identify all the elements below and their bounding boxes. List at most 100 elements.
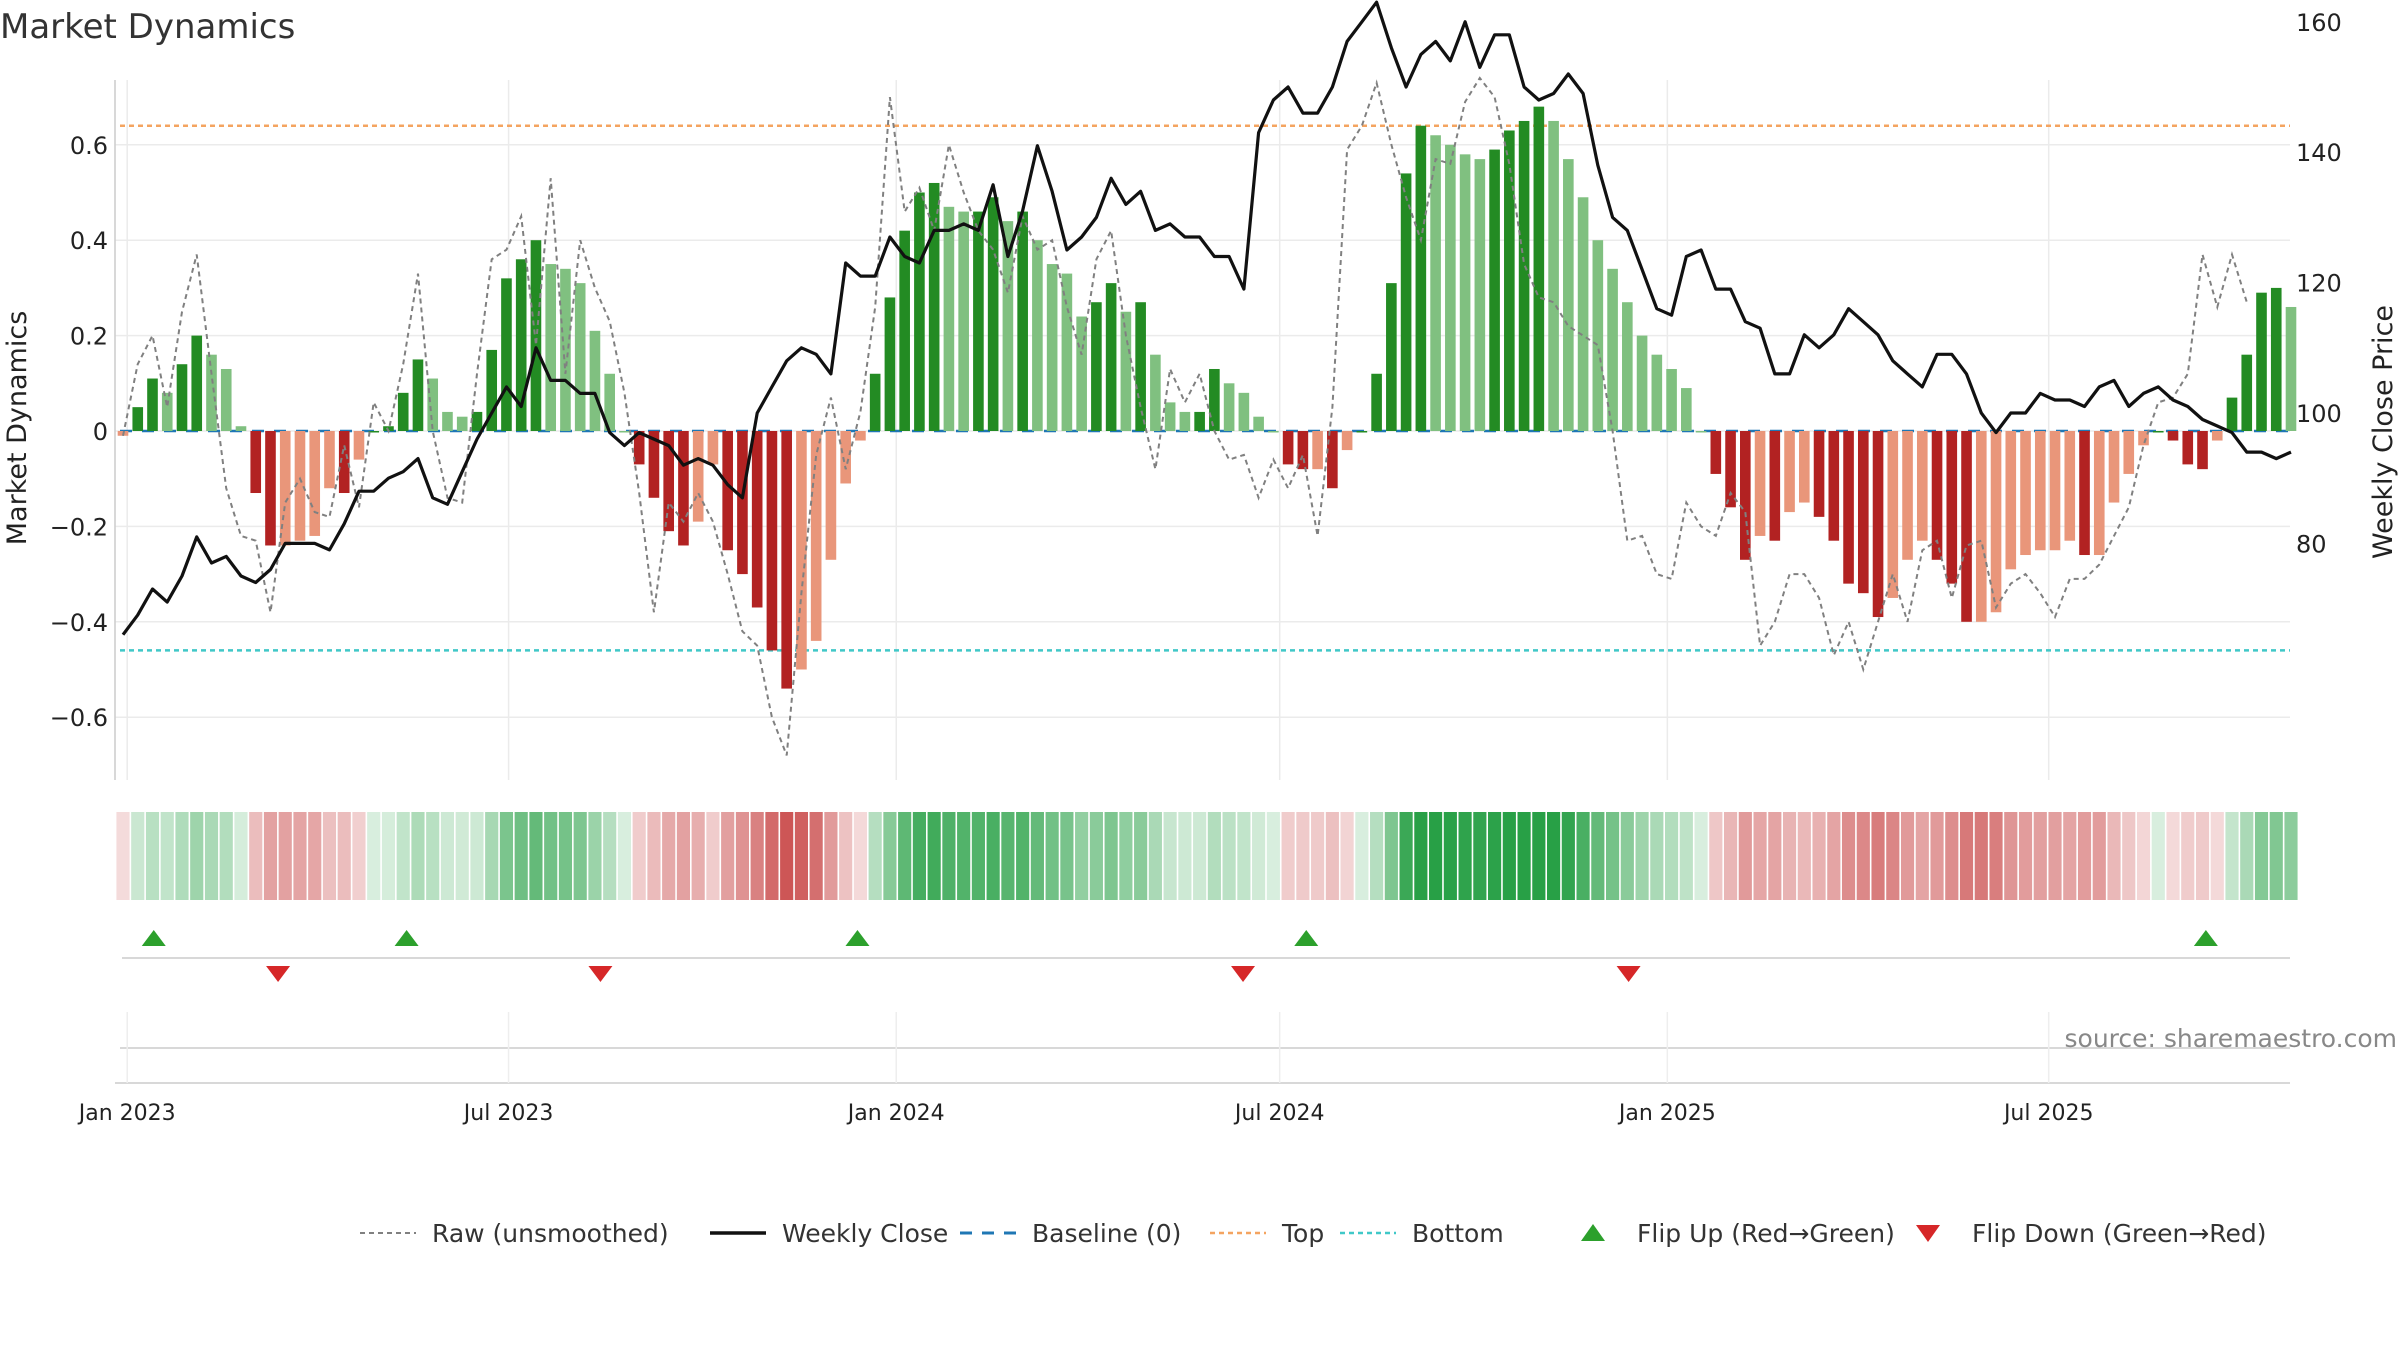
bar: [1209, 368, 1220, 431]
bar: [678, 431, 689, 546]
regime-cell: [662, 812, 676, 900]
bar: [899, 230, 910, 431]
regime-cell: [234, 812, 248, 900]
bar: [1828, 431, 1840, 541]
regime-cell: [145, 812, 160, 900]
regime-cell: [308, 812, 322, 900]
raw-line-layer: [122, 76, 2248, 756]
bar: [796, 431, 807, 670]
regime-cell: [809, 812, 823, 900]
bar: [663, 431, 674, 532]
regime-cell: [1089, 812, 1103, 900]
regime-cell: [721, 812, 735, 900]
flip-down-marker: [1616, 966, 1641, 982]
legend-label: Bottom: [1412, 1219, 1504, 1248]
legend-label: Baseline (0): [1032, 1219, 1181, 1248]
bar: [220, 368, 232, 431]
bar: [781, 431, 792, 689]
y-tick-right: 100: [2296, 400, 2342, 428]
bar: [589, 330, 601, 431]
regime-strip: [116, 812, 2298, 900]
bar: [1371, 373, 1382, 431]
bar: [1666, 368, 1677, 431]
bar: [560, 268, 571, 431]
regime-cell: [1635, 812, 1649, 900]
regime-cell: [632, 812, 646, 900]
bar: [1105, 283, 1117, 431]
bar: [1253, 416, 1264, 431]
bar: [1223, 383, 1235, 431]
regime-cell: [2166, 812, 2180, 900]
regime-cell: [1443, 812, 1457, 900]
bar: [1150, 354, 1161, 431]
regime-cell: [839, 812, 853, 900]
regime-cell: [1576, 812, 1590, 900]
bar: [412, 359, 424, 431]
regime-cell: [263, 812, 278, 900]
bar: [2123, 431, 2135, 474]
bar: [471, 411, 483, 431]
regime-cell: [116, 812, 130, 900]
regime-cell: [544, 812, 558, 900]
regime-cell: [912, 812, 926, 900]
bar: [2182, 431, 2194, 465]
bar: [1415, 125, 1427, 431]
bar: [147, 378, 158, 431]
bar: [943, 206, 955, 431]
bar: [191, 335, 203, 431]
bar: [1931, 431, 1943, 560]
y-axis-left-label: Market Dynamics: [2, 311, 33, 546]
bar: [1400, 173, 1412, 432]
regime-cell: [1620, 812, 1634, 900]
bar: [1091, 302, 1102, 431]
bar: [1725, 431, 1736, 508]
regime-cell: [1768, 812, 1782, 900]
bar: [751, 431, 763, 608]
bar: [501, 278, 512, 431]
regime-cell: [1856, 812, 1870, 900]
regime-cell: [322, 812, 337, 900]
regime-cell: [2063, 812, 2077, 900]
regime-cell: [2004, 812, 2018, 900]
regime-cell: [278, 812, 292, 900]
bar: [869, 373, 881, 431]
bar: [456, 416, 468, 431]
regime-cell: [1178, 812, 1192, 900]
regime-cell: [1163, 812, 1177, 900]
bar: [1017, 211, 1028, 431]
x-tick-label: Jul 2025: [2002, 1101, 2094, 1126]
bar: [1651, 354, 1663, 431]
flip-markers: [120, 930, 2290, 1049]
regime-cell: [249, 812, 263, 900]
regime-cell: [1591, 812, 1605, 900]
bar: [987, 197, 999, 431]
regime-cell: [1797, 812, 1811, 900]
regime-cell: [1237, 812, 1251, 900]
regime-cell: [204, 812, 219, 900]
bar: [383, 426, 394, 431]
bar: [1843, 431, 1854, 584]
regime-cell: [883, 812, 897, 900]
regime-cell: [2151, 812, 2165, 900]
y-tick-left: −0.4: [50, 609, 108, 637]
bar: [2079, 431, 2090, 556]
regime-cell: [2092, 812, 2106, 900]
regime-cell: [2181, 812, 2195, 900]
bar: [1238, 392, 1250, 431]
bar: [235, 426, 247, 431]
regime-cell: [824, 812, 838, 900]
bar: [1990, 431, 2002, 613]
bar: [1474, 159, 1486, 432]
regime-cell: [986, 812, 1000, 900]
x-tick-label: Jan 2024: [846, 1101, 945, 1126]
bar: [737, 431, 748, 575]
regime-cell: [588, 812, 602, 900]
y-tick-right: 120: [2296, 270, 2342, 298]
regime-cell: [1871, 812, 1885, 900]
regime-cell: [2018, 812, 2033, 900]
regime-cell: [2122, 812, 2136, 900]
regime-cell: [293, 812, 307, 900]
regime-cell: [1134, 812, 1148, 900]
bar: [486, 349, 498, 431]
regime-cell: [853, 812, 867, 900]
